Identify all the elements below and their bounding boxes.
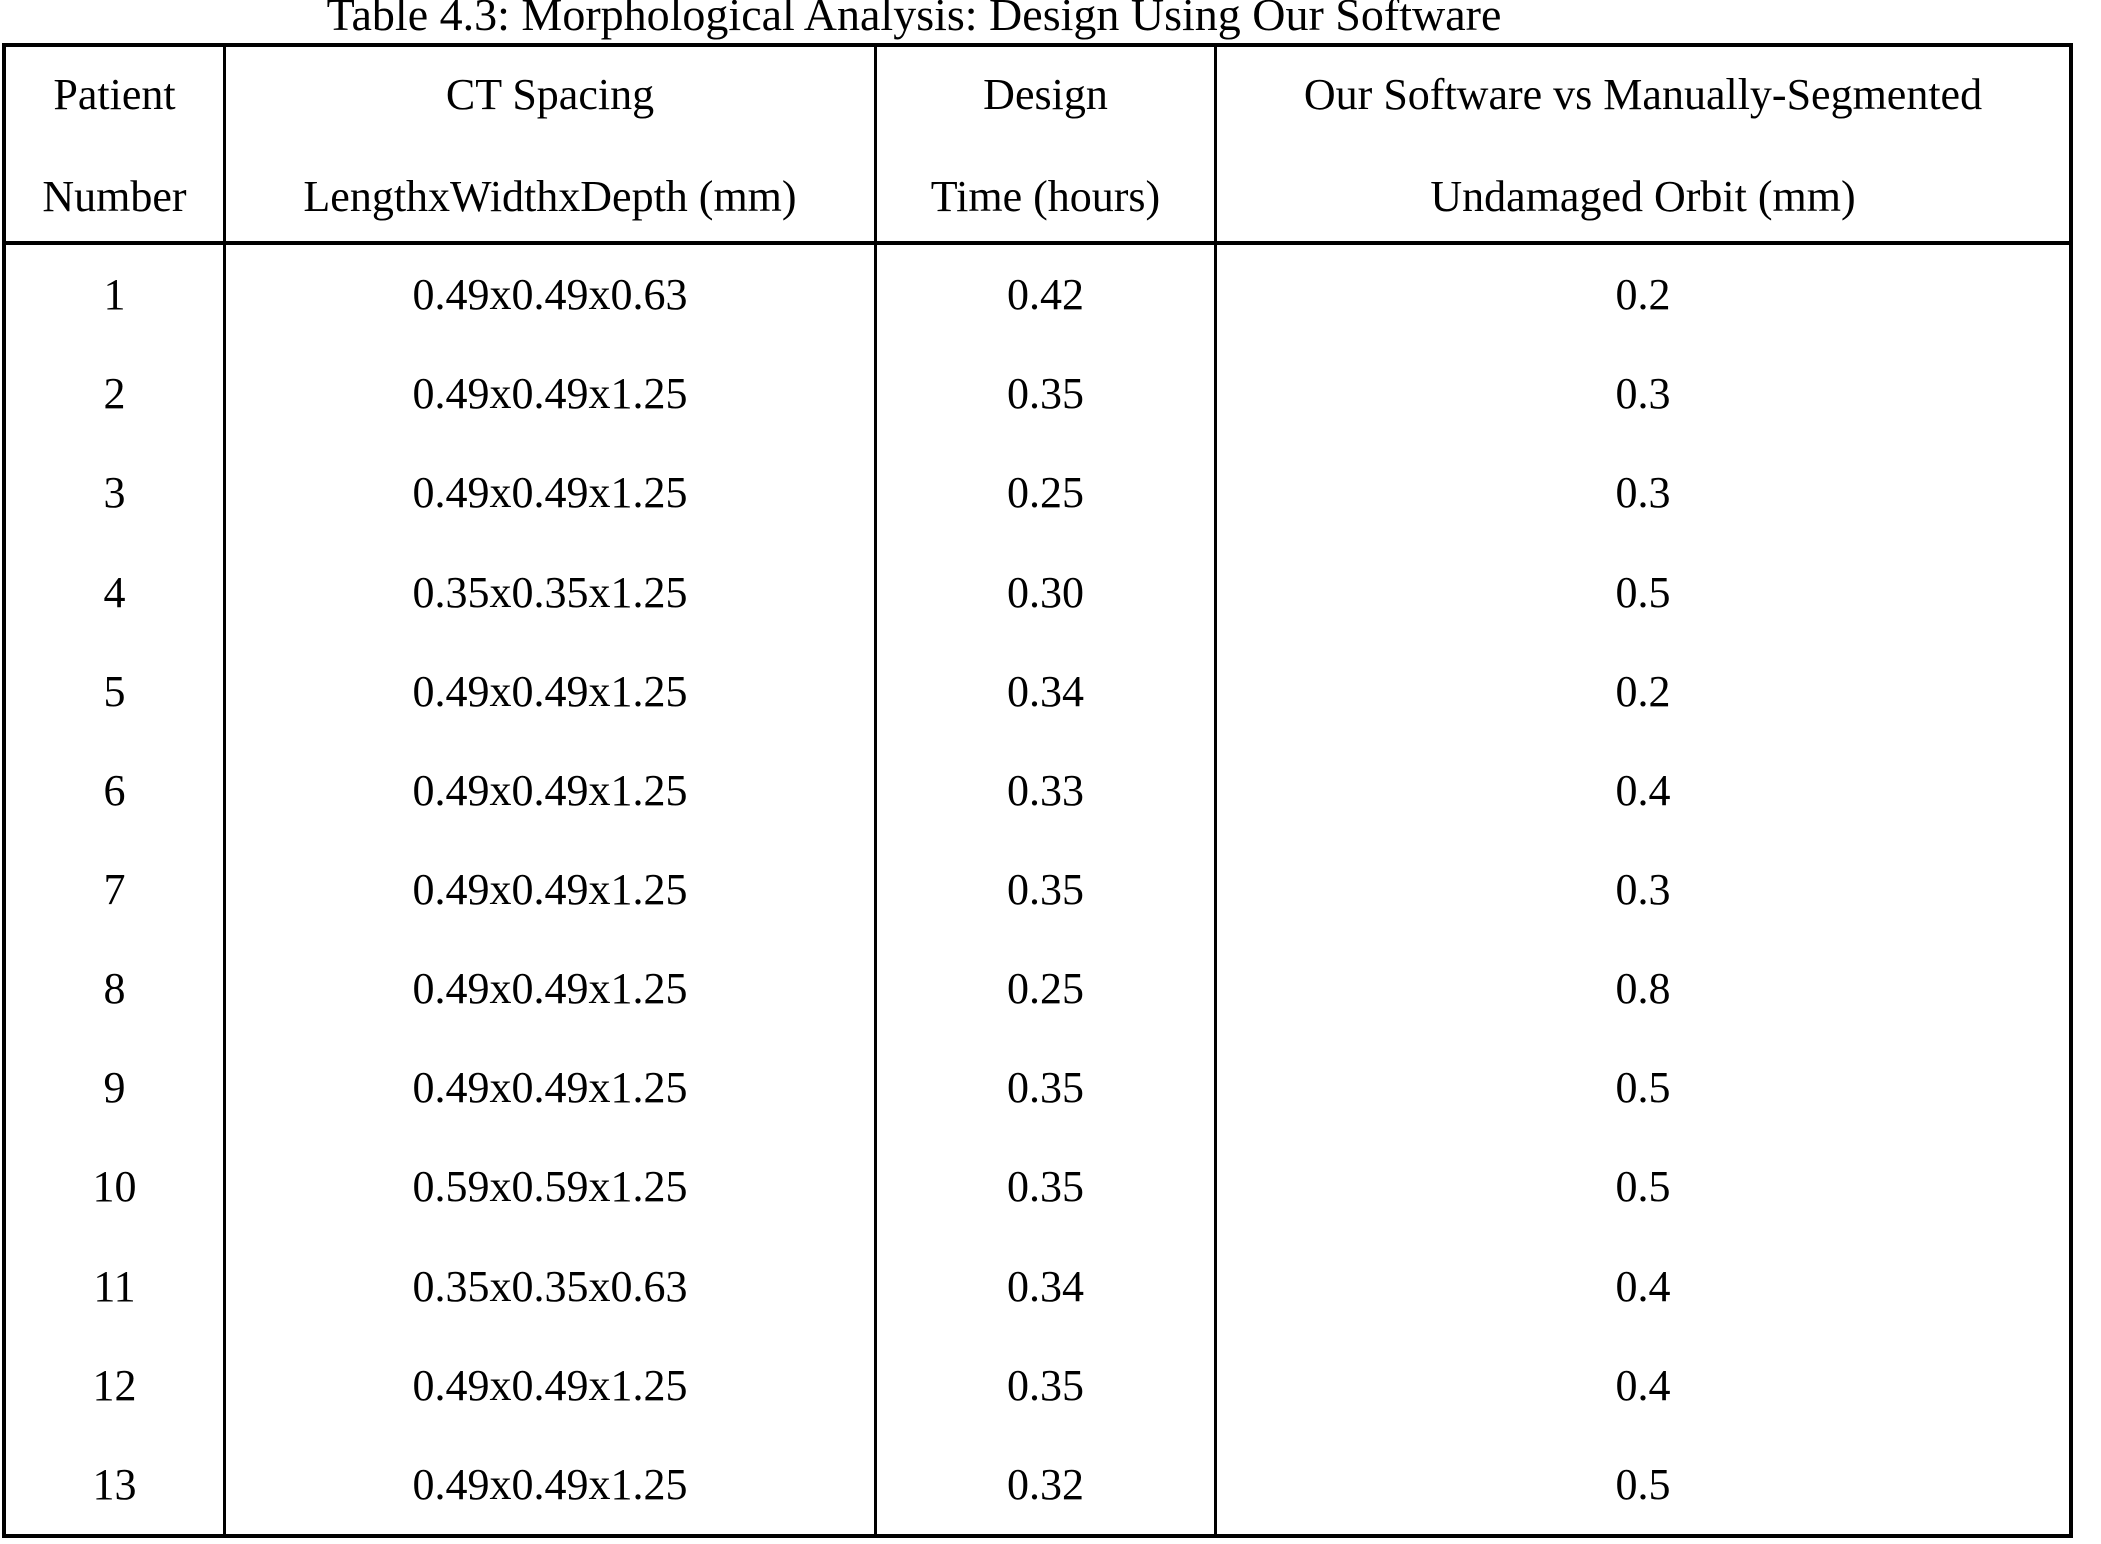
cell-ct-spacing: 0.49x0.49x0.63 xyxy=(226,245,877,345)
cell-patient-number: 12 xyxy=(6,1335,226,1435)
cell-design-time: 0.35 xyxy=(877,1137,1217,1237)
cell-patient-number: 11 xyxy=(6,1236,226,1336)
cell-patient-number: 1 xyxy=(6,245,226,345)
cell-ct-spacing: 0.49x0.49x1.25 xyxy=(226,641,877,741)
header-software-vs-manual: Our Software vs Manually-Segmented Undam… xyxy=(1217,47,2069,241)
table-row: 2 0.49x0.49x1.25 0.35 0.3 xyxy=(6,344,2069,444)
table-row: 4 0.35x0.35x1.25 0.30 0.5 xyxy=(6,542,2069,642)
cell-patient-number: 2 xyxy=(6,344,226,444)
cell-orbit-diff: 0.3 xyxy=(1615,468,1671,518)
table-row: 3 0.49x0.49x1.25 0.25 0.3 xyxy=(6,443,2069,543)
header-line: Our Software vs Manually-Segmented xyxy=(1303,70,1983,119)
cell-orbit-diff: 0.2 xyxy=(1615,270,1671,320)
cell-design-time: 0.32 xyxy=(877,1434,1217,1535)
cell-design-time: 0.34 xyxy=(877,641,1217,741)
cell-patient-number: 9 xyxy=(6,1038,226,1138)
cell-design-time: 0.30 xyxy=(877,542,1217,642)
table-row: 9 0.49x0.49x1.25 0.35 0.5 xyxy=(6,1038,2069,1138)
cell-ct-spacing: 0.49x0.49x1.25 xyxy=(226,740,877,840)
cell-design-time: 0.35 xyxy=(877,1335,1217,1435)
table-row: 12 0.49x0.49x1.25 0.35 0.4 xyxy=(6,1335,2069,1435)
cell-orbit-diff: 0.4 xyxy=(1615,1360,1671,1410)
cell-orbit-diff: 0.5 xyxy=(1615,567,1671,617)
cell-ct-spacing: 0.35x0.35x1.25 xyxy=(226,542,877,642)
header-line: Number xyxy=(42,172,187,221)
cell-patient-number: 6 xyxy=(6,740,226,840)
cell-orbit-diff: 0.8 xyxy=(1615,964,1671,1014)
cell-orbit-diff: 0.5 xyxy=(1615,1162,1671,1212)
cell-ct-spacing: 0.49x0.49x1.25 xyxy=(226,939,877,1039)
cell-patient-number: 4 xyxy=(6,542,226,642)
cell-design-time: 0.34 xyxy=(877,1236,1217,1336)
cell-orbit-diff: 0.3 xyxy=(1615,369,1671,419)
header-line: LengthxWidthxDepth (mm) xyxy=(303,172,797,221)
cell-patient-number: 3 xyxy=(6,443,226,543)
cell-orbit-diff: 0.5 xyxy=(1615,1063,1671,1113)
cell-patient-number: 10 xyxy=(6,1137,226,1237)
cell-patient-number: 7 xyxy=(6,839,226,940)
cell-patient-number: 13 xyxy=(6,1434,226,1535)
cell-orbit-diff: 0.4 xyxy=(1615,765,1671,815)
cell-ct-spacing: 0.49x0.49x1.25 xyxy=(226,1434,877,1535)
cell-design-time: 0.35 xyxy=(877,839,1217,940)
table-row: 5 0.49x0.49x1.25 0.34 0.2 xyxy=(6,641,2069,741)
cell-orbit-diff: 0.2 xyxy=(1615,666,1671,716)
table-row: 8 0.49x0.49x1.25 0.25 0.8 xyxy=(6,939,2069,1039)
cell-ct-spacing: 0.49x0.49x1.25 xyxy=(226,1335,877,1435)
morphological-analysis-table: Patient Number CT Spacing LengthxWidthxD… xyxy=(2,43,2073,1538)
cell-orbit-diff: 0.3 xyxy=(1615,865,1671,915)
header-line: Time (hours) xyxy=(930,172,1161,221)
cell-design-time: 0.33 xyxy=(877,740,1217,840)
header-line: Patient xyxy=(53,70,176,119)
cell-design-time: 0.25 xyxy=(877,939,1217,1039)
table-row: 6 0.49x0.49x1.25 0.33 0.4 xyxy=(6,740,2069,840)
cell-ct-spacing: 0.59x0.59x1.25 xyxy=(226,1137,877,1237)
cell-design-time: 0.35 xyxy=(877,1038,1217,1138)
cell-ct-spacing: 0.49x0.49x1.25 xyxy=(226,344,877,444)
cell-ct-spacing: 0.49x0.49x1.25 xyxy=(226,839,877,940)
table-row: 7 0.49x0.49x1.25 0.35 0.3 xyxy=(6,839,2069,940)
cell-design-time: 0.42 xyxy=(877,245,1217,345)
table-caption: Table 4.3: Morphological Analysis: Desig… xyxy=(326,0,1502,40)
table-row: 1 0.49x0.49x0.63 0.42 0.2 xyxy=(6,245,2069,345)
header-line: CT Spacing xyxy=(445,70,655,119)
cell-orbit-diff: 0.5 xyxy=(1615,1459,1671,1509)
table-row: 13 0.49x0.49x1.25 0.32 0.5 xyxy=(6,1434,2069,1535)
table-row: 10 0.59x0.59x1.25 0.35 0.5 xyxy=(6,1137,2069,1237)
cell-ct-spacing: 0.35x0.35x0.63 xyxy=(226,1236,877,1336)
cell-ct-spacing: 0.49x0.49x1.25 xyxy=(226,443,877,543)
cell-design-time: 0.25 xyxy=(877,443,1217,543)
table-header-row: Patient Number CT Spacing LengthxWidthxD… xyxy=(6,47,2069,245)
cell-ct-spacing: 0.49x0.49x1.25 xyxy=(226,1038,877,1138)
header-patient-number: Patient Number xyxy=(6,47,226,241)
header-line: Design xyxy=(983,70,1108,119)
header-ct-spacing: CT Spacing LengthxWidthxDepth (mm) xyxy=(226,47,877,241)
header-line: Undamaged Orbit (mm) xyxy=(1430,172,1856,221)
cell-design-time: 0.35 xyxy=(877,344,1217,444)
cell-patient-number: 5 xyxy=(6,641,226,741)
table-row: 11 0.35x0.35x0.63 0.34 0.4 xyxy=(6,1236,2069,1336)
cell-patient-number: 8 xyxy=(6,939,226,1039)
cell-orbit-diff: 0.4 xyxy=(1615,1261,1671,1311)
header-design-time: Design Time (hours) xyxy=(877,47,1217,241)
